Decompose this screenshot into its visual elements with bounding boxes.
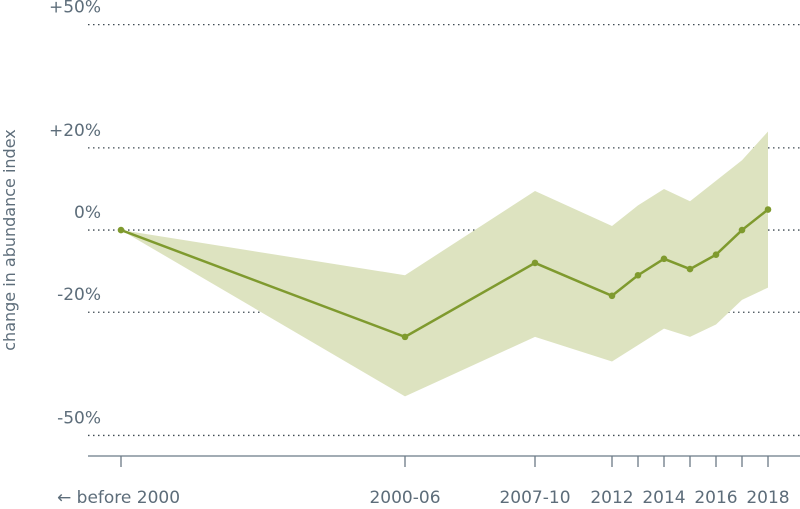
y-tick-label: -20% [57,285,101,305]
y-tick-label: 0% [74,203,101,223]
x-tick-label: 2007-10 [499,488,570,508]
x-tick-label: 2018 [746,488,789,508]
point [401,333,409,341]
x-tick-label: 2014 [642,488,685,508]
x-tick-label: 2000-06 [369,488,440,508]
x-tick-label: 2012 [590,488,633,508]
point [738,226,746,234]
point [686,265,694,273]
x-tick-label: 2016 [694,488,737,508]
point [608,292,616,300]
point [712,251,720,259]
y-tick-label: -50% [57,408,101,428]
confidence-band [121,131,768,397]
line [120,208,769,339]
y-tick-label: +50% [49,0,101,18]
point [764,206,772,213]
point [531,259,539,267]
x-tick-label: ← before 2000 [57,488,180,508]
y-axis-label: change in abundance index [0,129,19,350]
point [660,255,668,263]
point [117,226,125,234]
y-tick-label: +20% [49,121,101,141]
point [634,271,642,279]
